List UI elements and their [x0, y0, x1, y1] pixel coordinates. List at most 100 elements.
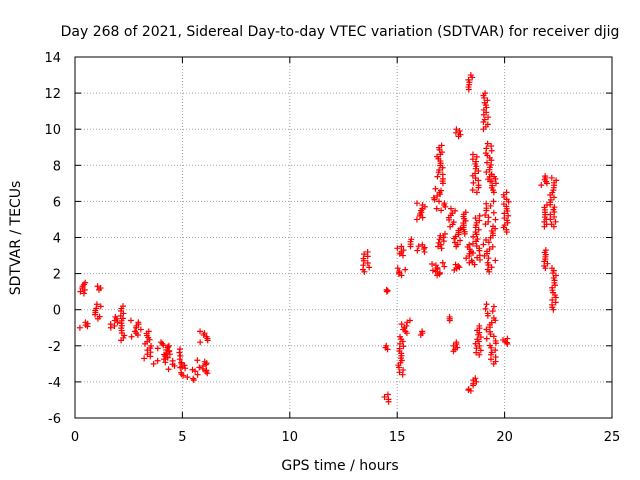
- data-point: [381, 393, 388, 400]
- data-point: [484, 159, 491, 166]
- data-point: [457, 225, 464, 232]
- data-point: [384, 287, 391, 294]
- data-point: [488, 264, 495, 271]
- data-point: [470, 179, 477, 186]
- chart-title: Day 268 of 2021, Sidereal Day-to-day VTE…: [61, 24, 620, 40]
- data-point: [203, 367, 210, 374]
- data-point: [490, 303, 497, 310]
- x-tick-label: 0: [71, 430, 79, 445]
- data-point: [201, 358, 208, 365]
- data-point: [473, 153, 480, 160]
- x-axis-label: GPS time / hours: [281, 458, 398, 474]
- data-point: [97, 285, 104, 292]
- data-point: [399, 252, 406, 259]
- y-tick-label: 2: [53, 268, 61, 283]
- data-point: [476, 212, 483, 219]
- data-point: [394, 265, 401, 272]
- data-point: [436, 269, 443, 276]
- data-point: [432, 185, 439, 192]
- data-point: [441, 263, 448, 270]
- data-point: [433, 205, 440, 212]
- data-point: [439, 171, 446, 178]
- data-point: [456, 264, 463, 271]
- y-axis-label: SDTVAR / TECUs: [8, 181, 24, 296]
- x-tick-label: 25: [604, 430, 621, 445]
- data-point: [77, 288, 84, 295]
- data-point: [472, 215, 479, 222]
- data-point: [469, 240, 476, 247]
- data-point: [490, 315, 497, 322]
- data-point: [203, 361, 210, 368]
- data-point: [82, 279, 89, 286]
- data-point: [463, 255, 470, 262]
- data-point: [157, 339, 164, 346]
- data-point: [397, 333, 404, 340]
- data-point: [400, 366, 407, 373]
- data-point: [403, 322, 410, 329]
- data-point: [473, 378, 480, 385]
- y-tick-label: 0: [53, 304, 61, 319]
- data-point: [402, 266, 409, 273]
- data-point: [97, 303, 104, 310]
- data-point: [438, 207, 445, 214]
- data-point: [429, 261, 436, 268]
- data-point: [165, 366, 172, 373]
- data-point: [96, 313, 103, 320]
- data-point: [548, 265, 555, 272]
- data-point: [364, 259, 371, 266]
- data-point: [164, 354, 171, 361]
- data-point: [538, 182, 545, 189]
- data-point: [490, 209, 497, 216]
- data-point: [548, 221, 555, 228]
- data-point: [432, 262, 439, 269]
- data-point: [419, 202, 426, 209]
- data-point: [483, 326, 490, 333]
- data-point: [178, 360, 185, 367]
- data-point: [504, 335, 511, 342]
- data-point: [441, 200, 448, 207]
- data-point: [469, 259, 476, 266]
- data-point: [484, 259, 491, 266]
- data-point: [429, 267, 436, 274]
- data-point: [394, 245, 401, 252]
- data-point: [488, 227, 495, 234]
- data-points: [76, 72, 560, 405]
- data-point: [190, 375, 197, 382]
- data-point: [551, 204, 558, 211]
- data-point: [486, 246, 493, 253]
- data-point: [93, 301, 100, 308]
- data-point: [469, 187, 476, 194]
- data-point: [483, 335, 490, 342]
- data-point: [80, 290, 87, 297]
- y-tick-label: 14: [44, 51, 61, 66]
- data-point: [492, 347, 499, 354]
- y-tick-label: -6: [48, 412, 61, 427]
- data-point: [107, 321, 114, 328]
- data-point: [437, 232, 444, 239]
- data-point: [483, 169, 490, 176]
- data-point: [166, 351, 173, 358]
- data-point: [505, 212, 512, 219]
- data-point: [436, 166, 443, 173]
- data-point: [472, 170, 479, 177]
- data-point: [484, 310, 491, 317]
- data-point: [419, 328, 426, 335]
- data-point: [442, 230, 449, 237]
- data-point: [483, 200, 490, 207]
- data-point: [194, 357, 201, 364]
- data-point: [454, 344, 461, 351]
- data-point: [457, 237, 464, 244]
- data-point: [487, 202, 494, 209]
- x-tick-label: 20: [496, 430, 513, 445]
- grid-lines: [75, 57, 612, 418]
- data-point: [197, 328, 204, 335]
- data-point: [490, 333, 497, 340]
- data-point: [476, 351, 483, 358]
- data-point: [438, 187, 445, 194]
- data-point: [184, 374, 191, 381]
- data-point: [486, 342, 493, 349]
- data-point: [492, 216, 499, 223]
- data-point: [473, 189, 480, 196]
- data-point: [466, 241, 473, 248]
- data-point: [553, 177, 560, 184]
